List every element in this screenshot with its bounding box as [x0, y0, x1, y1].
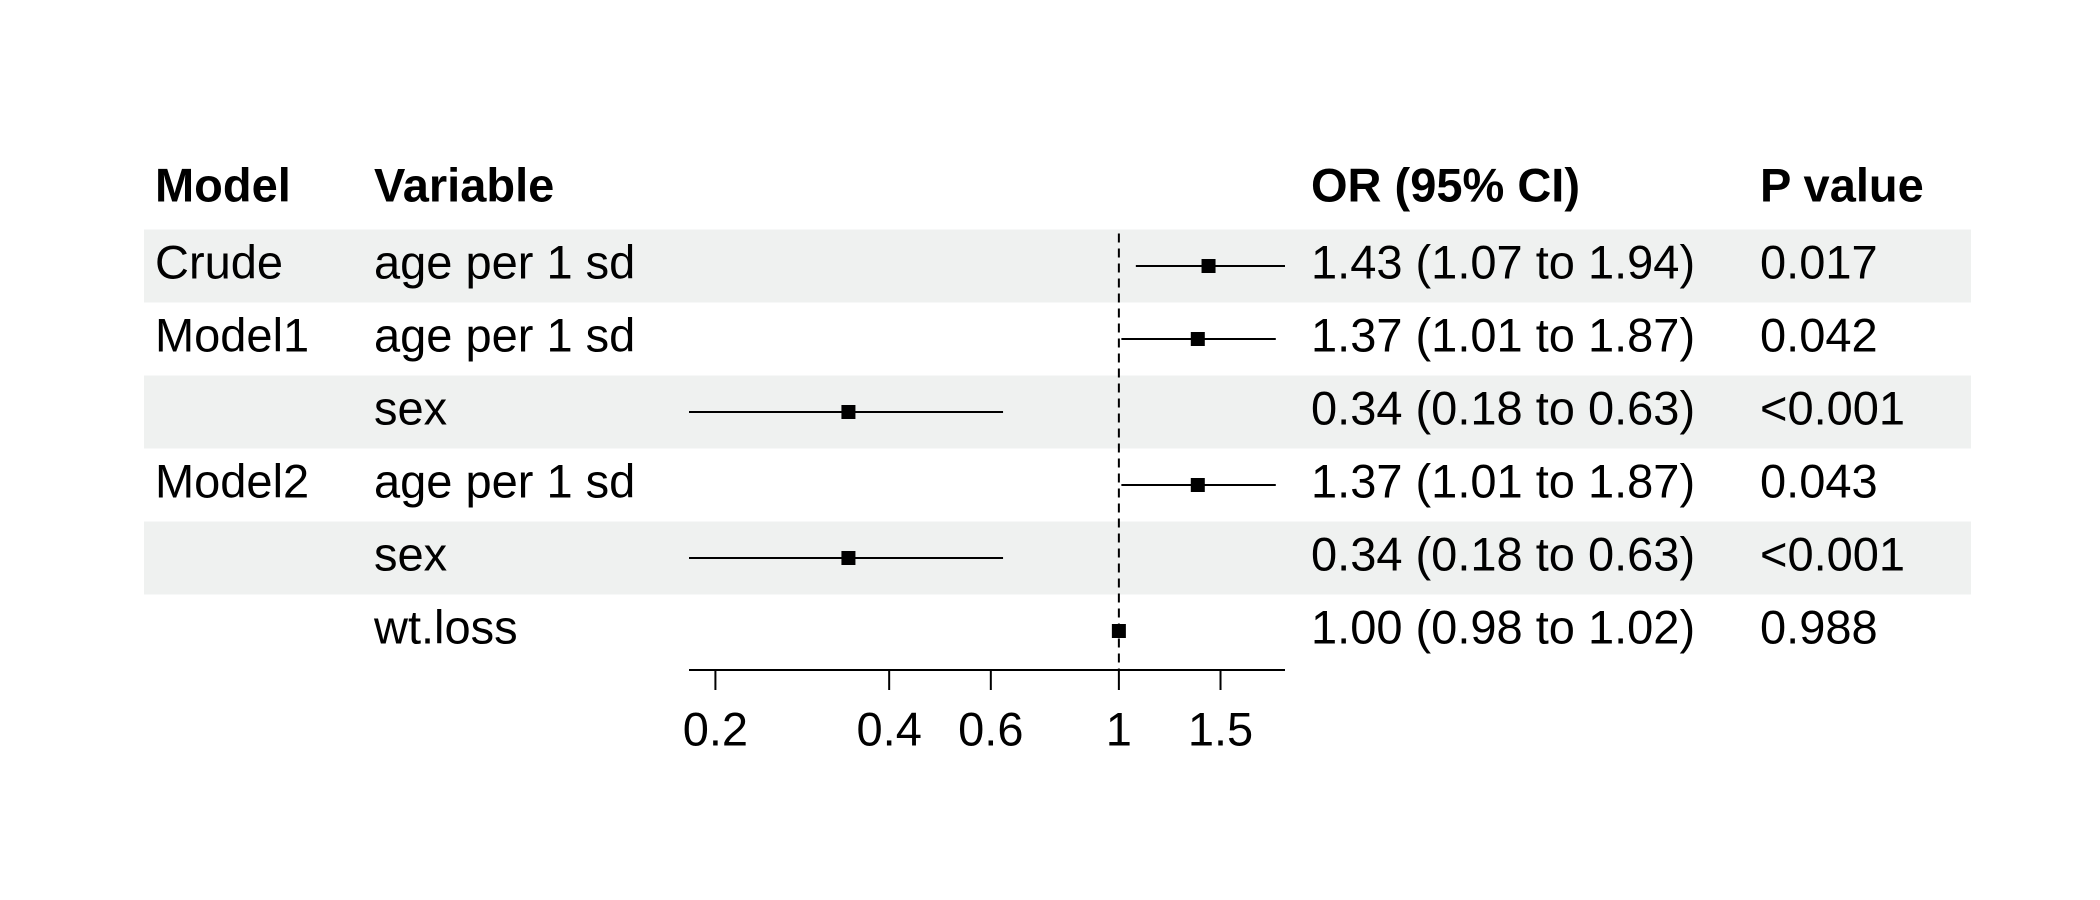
- variable-label: age per 1 sd: [374, 454, 635, 507]
- point-estimate: [841, 551, 856, 565]
- variable-label: sex: [374, 381, 447, 434]
- or-label: 0.34 (0.18 to 0.63): [1311, 381, 1695, 434]
- column-header: P value: [1760, 158, 1924, 211]
- or-label: 0.34 (0.18 to 0.63): [1311, 527, 1695, 580]
- point-estimate: [1201, 259, 1216, 273]
- p-value: 0.042: [1760, 308, 1878, 361]
- p-value: 0.043: [1760, 454, 1878, 507]
- row-band: [144, 229, 1971, 303]
- p-value: <0.001: [1760, 527, 1905, 580]
- column-header: OR (95% CI): [1311, 158, 1580, 211]
- or-label: 1.43 (1.07 to 1.94): [1311, 235, 1695, 288]
- column-header: Model: [155, 158, 291, 211]
- point-estimate: [1190, 332, 1205, 346]
- or-label: 1.37 (1.01 to 1.87): [1311, 308, 1695, 361]
- x-tick-label: 0.4: [857, 702, 922, 755]
- row-band: [144, 521, 1971, 595]
- p-value: <0.001: [1760, 381, 1905, 434]
- or-label: 1.37 (1.01 to 1.87): [1311, 454, 1695, 507]
- variable-label: sex: [374, 527, 447, 580]
- p-value: 0.017: [1760, 235, 1878, 288]
- column-header: Variable: [374, 158, 554, 211]
- model-label: Model1: [155, 308, 309, 361]
- x-tick-label: 1.5: [1188, 702, 1253, 755]
- variable-label: age per 1 sd: [374, 308, 635, 361]
- x-tick-label: 0.2: [683, 702, 748, 755]
- variable-label: age per 1 sd: [374, 235, 635, 288]
- point-estimate: [841, 405, 856, 419]
- model-label: Crude: [155, 235, 283, 288]
- x-tick-label: 0.6: [958, 702, 1023, 755]
- variable-label: wt.loss: [373, 600, 518, 653]
- model-label: Model2: [155, 454, 309, 507]
- point-estimate: [1190, 478, 1205, 492]
- or-label: 1.00 (0.98 to 1.02): [1311, 600, 1695, 653]
- point-estimate: [1111, 624, 1126, 638]
- row-band: [144, 375, 1971, 449]
- p-value: 0.988: [1760, 600, 1878, 653]
- x-tick-label: 1: [1106, 702, 1132, 755]
